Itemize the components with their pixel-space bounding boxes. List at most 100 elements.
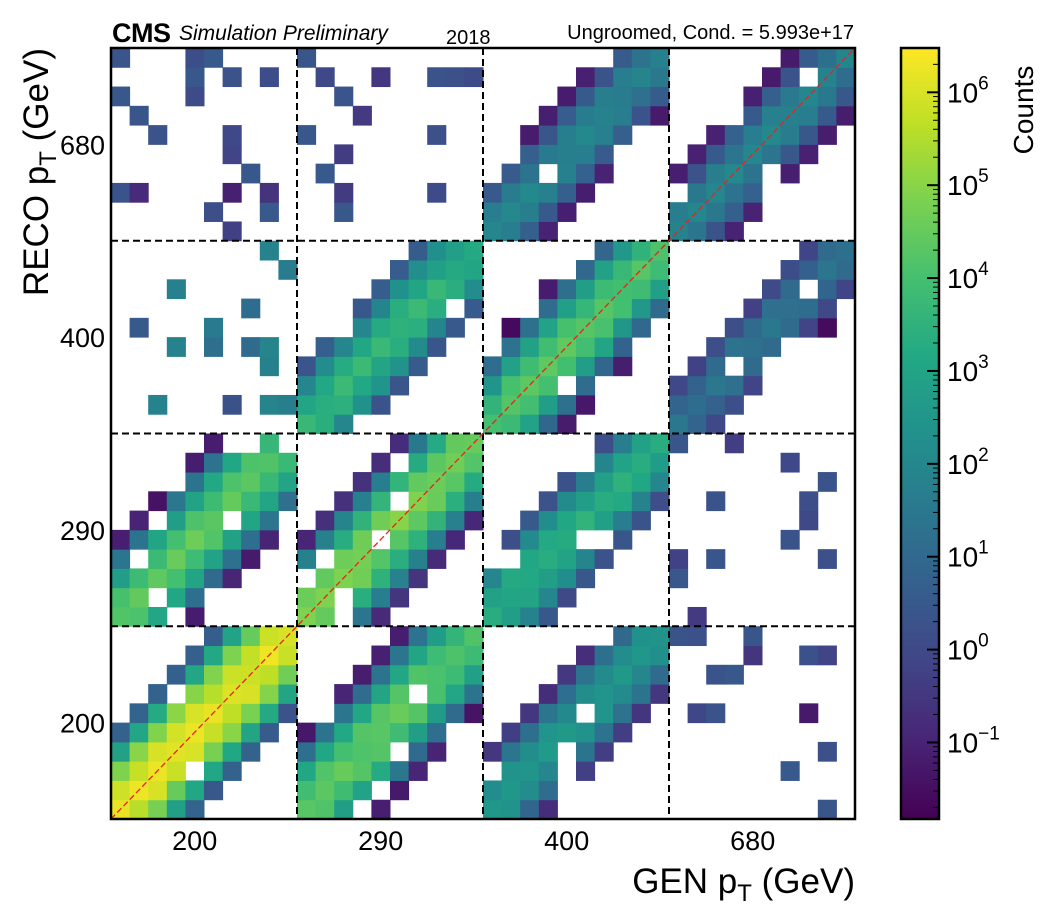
heatmap-cell [520,587,540,608]
heatmap-cell [669,568,689,589]
heatmap-cell [371,337,391,357]
heatmap-cell [352,606,372,627]
heatmap-cell [538,394,558,415]
y-tick-label: 290 [60,516,105,546]
heatmap-cell [483,394,503,415]
heatmap-cell [185,780,205,801]
heatmap-cell [594,163,614,184]
heatmap-cell [445,645,465,666]
heatmap-cell [185,491,205,512]
heatmap-cell [111,182,131,203]
heatmap-cell [278,664,298,685]
heatmap-cell [538,549,558,569]
heatmap-cell [315,529,335,550]
heatmap-cell [111,761,131,781]
heatmap-cell [464,260,484,280]
heatmap-cell [222,568,242,589]
heatmap-cell [576,741,596,762]
heatmap-cell [483,356,503,377]
heatmap-cell [613,105,633,126]
heatmap-cell [129,799,149,820]
colorbar-tick-label: 101 [947,538,989,573]
heatmap-cell [520,337,540,357]
heatmap-cell [371,375,391,396]
heatmap-cell [557,125,577,145]
heatmap-cell [576,67,596,88]
heatmap-cell [352,684,372,704]
heatmap-cell [371,549,391,569]
heatmap-cell [427,279,447,300]
heatmap-cell [576,394,596,415]
heatmap-cell [315,761,335,781]
heatmap-cell [817,86,837,107]
heatmap-cell [706,125,726,145]
heatmap-cell [594,86,614,107]
heatmap-cell [538,568,558,589]
heatmap-cell [315,67,335,88]
heatmap-cell [743,125,763,145]
heatmap-cell [315,741,335,762]
status-label: Simulation Preliminary [179,22,388,45]
heatmap-cell [594,684,614,704]
heatmap-cell [538,298,558,319]
y-axis-title-main: RECO p [17,166,56,296]
heatmap-cell [111,780,131,801]
heatmap-cell [315,375,335,396]
heatmap-cell [427,703,447,724]
heatmap-cell [464,279,484,300]
heatmap-cell [427,337,447,357]
heatmap-cell [352,761,372,781]
heatmap-cell [222,491,242,512]
heatmap-cell [501,317,521,338]
heatmap-cell [780,144,800,165]
heatmap-cell [297,761,317,781]
heatmap-cell [669,394,689,415]
heatmap-cell [817,549,837,569]
heatmap-cell [334,549,354,569]
heatmap-cell [557,529,577,550]
heatmap-cell [204,741,224,762]
heatmap-cell [204,202,224,222]
heatmap-cell [836,86,856,107]
heatmap-cell [724,317,744,338]
heatmap-cell [538,741,558,762]
heatmap-cell [427,182,447,203]
heatmap-cell [427,722,447,743]
heatmap-cell [631,433,651,454]
heatmap-cell [222,549,242,569]
heatmap-cell [817,279,837,300]
heatmap-cell [706,221,726,242]
heatmap-cell [799,510,819,531]
heatmap-cell [836,260,856,280]
heatmap-cell [390,549,410,569]
heatmap-cell [278,703,298,724]
heatmap-cell [334,202,354,222]
heatmap-cell [222,221,242,242]
heatmap-cell [185,472,205,492]
heatmap-cell [501,722,521,743]
heatmap-cell [464,664,484,685]
heatmap-cell [557,182,577,203]
heatmap-cell [222,182,242,203]
heatmap-cell [613,703,633,724]
heatmap-cell [631,279,651,300]
heatmap-cell [557,722,577,743]
heatmap-cell [557,394,577,415]
heatmap-cell [185,606,205,627]
heatmap-cell [557,202,577,222]
heatmap-cell [204,452,224,473]
heatmap-cell [743,163,763,184]
experiment-label: CMS [112,18,171,48]
heatmap-cell [594,356,614,377]
heatmap-cell [538,799,558,820]
heatmap-cell [204,529,224,550]
heatmap-cell [371,606,391,627]
heatmap-cell [650,472,670,492]
heatmap-cells [111,48,856,820]
heatmap-cell [315,394,335,415]
heatmap-cell [371,568,391,589]
heatmap-cell [111,48,131,68]
heatmap-cell [241,645,261,666]
heatmap-cell [557,144,577,165]
heatmap-cell [185,86,205,107]
